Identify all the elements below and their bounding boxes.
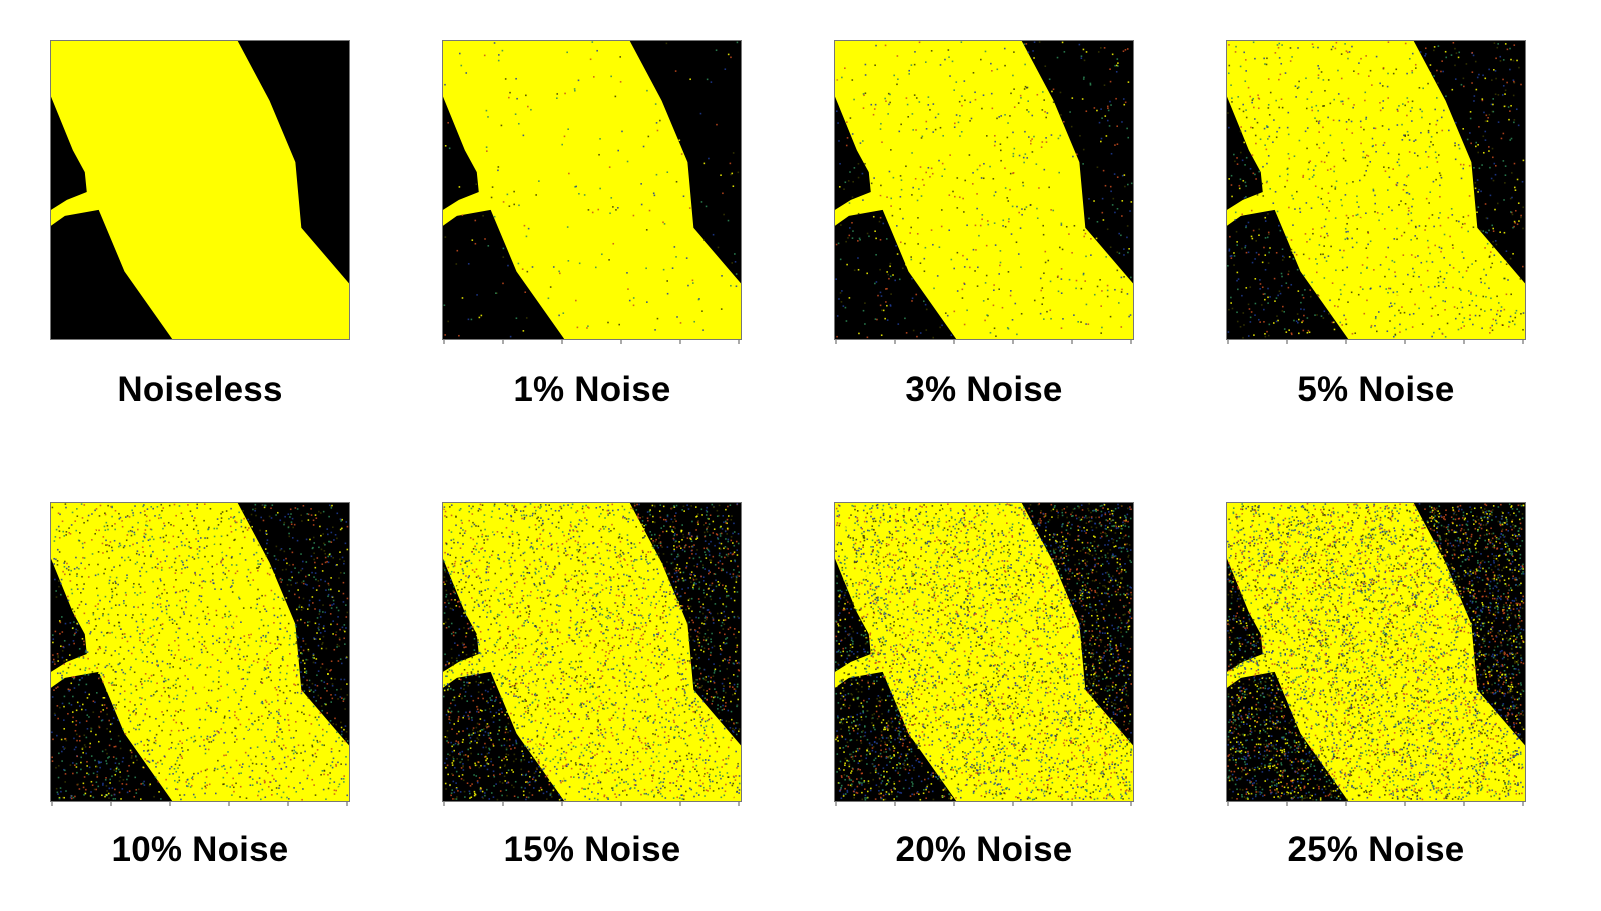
panel-caption: 20% Noise — [804, 830, 1164, 870]
segmentation-image — [50, 502, 350, 802]
segmentation-image — [834, 502, 1134, 802]
tick-marks — [834, 802, 1134, 812]
panel-caption: 10% Noise — [20, 830, 380, 870]
segmentation-image — [442, 40, 742, 340]
panel-caption: 1% Noise — [412, 370, 772, 410]
tick-marks — [50, 802, 350, 812]
panel-caption: 25% Noise — [1196, 830, 1556, 870]
panel-caption: 5% Noise — [1196, 370, 1556, 410]
tick-marks — [1226, 802, 1526, 812]
tick-marks — [442, 340, 742, 350]
segmentation-image — [442, 502, 742, 802]
tick-marks — [1226, 340, 1526, 350]
panel-caption: 3% Noise — [804, 370, 1164, 410]
tick-marks — [442, 802, 742, 812]
segmentation-image — [834, 40, 1134, 340]
segmentation-image — [50, 40, 350, 340]
panel-caption: Noiseless — [20, 370, 380, 410]
segmentation-image — [1226, 40, 1526, 340]
tick-marks — [834, 340, 1134, 350]
panel-caption: 15% Noise — [412, 830, 772, 870]
tick-marks — [50, 340, 350, 350]
segmentation-image — [1226, 502, 1526, 802]
